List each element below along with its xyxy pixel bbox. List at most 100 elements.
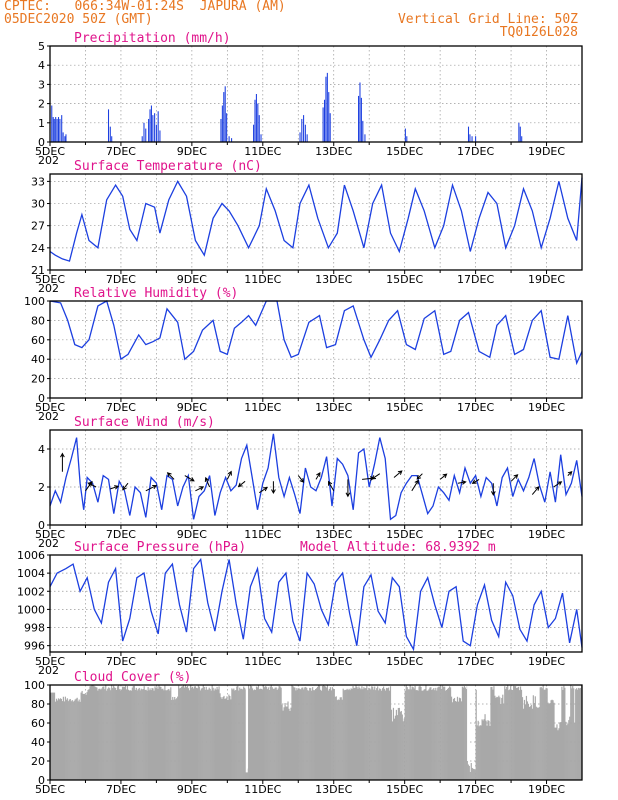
cloud-bar <box>118 689 121 780</box>
cloud-bar <box>145 689 147 780</box>
cloud-bar <box>527 703 529 780</box>
precip-ytick-label: 3 <box>38 78 45 91</box>
cloud-bar <box>91 685 93 780</box>
cloud-bar <box>181 686 183 780</box>
cloud-bar <box>318 685 321 780</box>
cloud-bar <box>323 685 326 780</box>
cloud-bar <box>242 689 244 780</box>
cloud-bar <box>193 686 196 780</box>
cloud-bar <box>551 699 553 780</box>
precip-bar <box>364 134 366 142</box>
wind-panel: 0 2 4 5DEC 7DEC 9DEC 11DEC 13DEC 15DEC 17DEC 19DEC… <box>35 415 583 550</box>
cloud-bar <box>474 770 476 780</box>
wind-arrow <box>510 474 519 482</box>
cloud-bar <box>248 685 250 780</box>
cloud-bar <box>83 693 85 780</box>
precip-bar <box>329 113 331 142</box>
cloud-bar <box>220 697 222 780</box>
cloud-bar <box>424 689 426 780</box>
cloud-bar <box>79 701 81 780</box>
cloud-bar <box>62 696 64 780</box>
header-line2-left: 05DEC2020 50Z (GMT) <box>4 12 153 27</box>
precip-bar <box>109 126 111 142</box>
cloud-bar <box>510 686 512 780</box>
precip-xtick-label: 5DEC <box>35 145 65 158</box>
rh-xtick-label: 13DEC <box>315 401 352 414</box>
cloud-bar <box>517 686 520 780</box>
cloud-bar <box>507 685 509 780</box>
cloud-bar <box>331 687 333 780</box>
cloud-bar <box>50 692 53 780</box>
pres-xtick-label: 17DEC <box>457 655 494 668</box>
cloud-bar <box>348 688 350 780</box>
cloud-bar <box>174 696 176 780</box>
precip-bar <box>360 97 362 142</box>
cloud-xtick-label: 15DEC <box>386 783 423 796</box>
precip-xtick-label: 7DEC <box>106 145 136 158</box>
cloud-bar <box>368 687 370 780</box>
cloud-bar <box>508 690 510 780</box>
cloud-bar <box>568 720 570 780</box>
cloud-bar <box>66 698 68 780</box>
cloud-bar <box>395 709 397 780</box>
cloud-bar <box>67 701 69 780</box>
wind-arrow <box>416 473 423 480</box>
cloud-bar <box>579 688 581 780</box>
cloud-bar <box>115 688 117 780</box>
cloud-bar <box>133 685 135 780</box>
cloud-bar <box>185 687 188 780</box>
cloud-bar <box>462 687 464 780</box>
cloud-bar <box>252 690 255 780</box>
cloud-xtick-label: 7DEC <box>106 783 136 796</box>
wind-xtick-label: 19DEC <box>528 528 565 541</box>
cloud-bar <box>379 688 381 780</box>
cloud-bar <box>149 688 151 780</box>
precip-bar <box>325 76 327 142</box>
cloud-ytick-label: 20 <box>31 755 45 768</box>
cloud-bar <box>314 690 316 780</box>
cloud-bar <box>175 699 177 780</box>
cloud-bar <box>541 688 543 780</box>
wind-arrow <box>259 486 268 494</box>
precip-bar <box>323 99 326 142</box>
cloud-bar <box>472 768 474 780</box>
cloud-bar <box>226 696 228 780</box>
cloud-bar <box>204 689 206 780</box>
temp-series-line <box>49 177 583 262</box>
cloud-bar <box>187 688 190 780</box>
cloud-bar <box>265 686 267 780</box>
cloud-bar <box>139 690 141 780</box>
precip-bar <box>59 118 61 142</box>
cloud-bar <box>382 688 384 780</box>
cloud-bar <box>286 706 288 780</box>
cloud-bar <box>138 687 140 780</box>
cloud-bar <box>388 690 391 780</box>
wind-arrow <box>145 485 158 492</box>
cloud-bar <box>553 702 555 780</box>
cloud-bar <box>489 725 491 780</box>
cloud-bar <box>328 688 330 780</box>
precip-xtick-label: 13DEC <box>315 145 352 158</box>
cloud-bar <box>367 690 369 780</box>
cloud-bar <box>71 700 73 780</box>
precip-bar <box>255 94 257 142</box>
cloud-bar <box>465 689 467 780</box>
wind-xtick-label: 9DEC <box>177 528 207 541</box>
cloud-bar <box>384 690 387 780</box>
cloud-bar <box>179 688 181 780</box>
wind-arrow <box>184 475 195 482</box>
cloud-bar <box>459 698 462 780</box>
cloud-bar <box>538 707 540 780</box>
cloud-bar <box>443 686 445 780</box>
cloud-bar <box>125 689 128 780</box>
wind-xtick-label: 15DEC <box>386 528 423 541</box>
cloud-bar <box>284 703 286 780</box>
cloud-bar <box>343 690 345 780</box>
cloud-bar <box>132 685 134 780</box>
cloud-bar <box>104 689 106 780</box>
cloud-bar <box>418 686 420 780</box>
header-line2-right: TQ0126L028 <box>499 25 578 40</box>
cloud-bar <box>105 685 107 780</box>
precip-bar <box>362 120 364 142</box>
